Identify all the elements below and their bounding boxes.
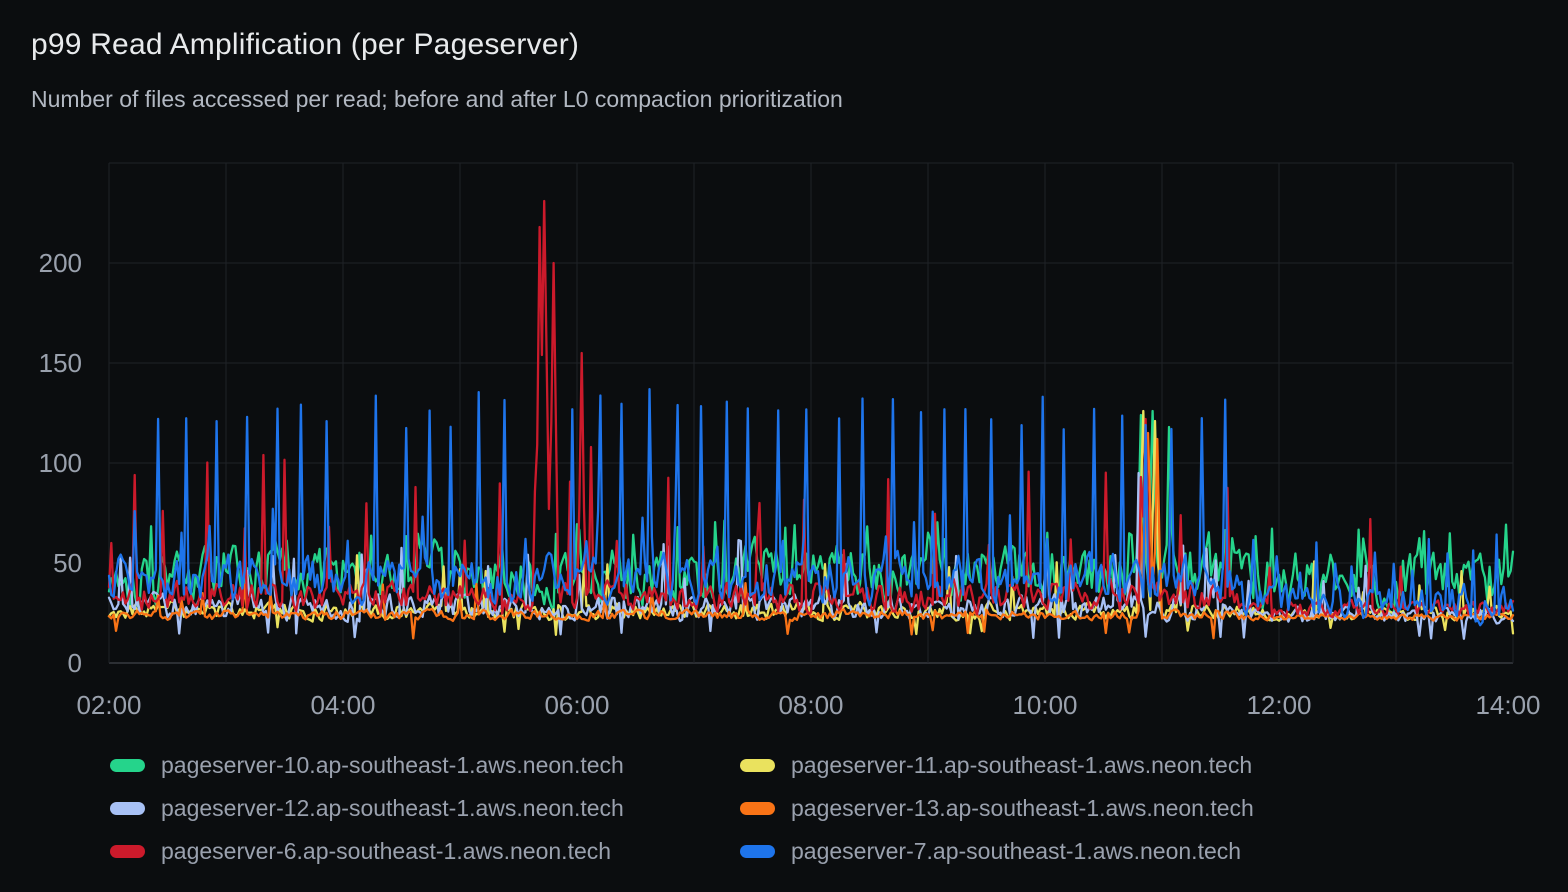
grid-lines	[108, 162, 1514, 664]
legend-swatch-pageserver-12	[110, 801, 145, 815]
chart-legend: pageserver-10.ap-southeast-1.aws.neon.te…	[110, 752, 1254, 864]
x-tick-label-1000: 10:00	[1012, 690, 1078, 720]
x-tick-label-1200: 12:00	[1246, 690, 1312, 720]
x-tick-label-1400: 14:00	[1475, 690, 1541, 720]
x-tick-label-0800: 08:00	[778, 690, 844, 720]
legend-swatch-pageserver-11	[740, 758, 775, 772]
legend-item-pageserver-13[interactable]: pageserver-13.ap-southeast-1.aws.neon.te…	[740, 795, 1254, 821]
x-tick-label-0200: 02:00	[76, 690, 142, 720]
y-tick-label-50: 50	[53, 548, 82, 578]
y-tick-label-0: 0	[67, 648, 82, 678]
legend-label: pageserver-10.ap-southeast-1.aws.neon.te…	[161, 752, 624, 778]
legend-swatch-pageserver-10	[110, 758, 145, 772]
legend-label: pageserver-6.ap-southeast-1.aws.neon.tec…	[161, 838, 612, 864]
legend-label: pageserver-12.ap-southeast-1.aws.neon.te…	[161, 795, 624, 821]
legend-item-pageserver-12[interactable]: pageserver-12.ap-southeast-1.aws.neon.te…	[110, 795, 740, 821]
series-line-4	[107, 199, 1515, 619]
y-tick-label-200: 200	[38, 248, 82, 278]
panel-subtitle: Number of files accessed per read; befor…	[31, 86, 843, 112]
legend-item-pageserver-7[interactable]: pageserver-7.ap-southeast-1.aws.neon.tec…	[740, 838, 1254, 864]
y-tick-label-100: 100	[38, 448, 82, 478]
legend-label: pageserver-13.ap-southeast-1.aws.neon.te…	[791, 795, 1254, 821]
legend-swatch-pageserver-13	[740, 801, 775, 815]
series-line-3	[107, 431, 1515, 640]
legend-item-pageserver-6[interactable]: pageserver-6.ap-southeast-1.aws.neon.tec…	[110, 838, 740, 864]
panel-title: p99 Read Amplification (per Pageserver)	[31, 28, 580, 61]
legend-item-pageserver-10[interactable]: pageserver-10.ap-southeast-1.aws.neon.te…	[110, 752, 740, 778]
legend-swatch-pageserver-7	[740, 844, 775, 858]
legend-label: pageserver-7.ap-southeast-1.aws.neon.tec…	[791, 838, 1242, 864]
x-tick-label-0600: 06:00	[544, 690, 610, 720]
legend-label: pageserver-11.ap-southeast-1.aws.neon.te…	[791, 752, 1253, 778]
series-lines	[107, 199, 1515, 640]
x-tick-label-0400: 04:00	[310, 690, 376, 720]
series-line-5	[107, 387, 1515, 627]
legend-item-pageserver-11[interactable]: pageserver-11.ap-southeast-1.aws.neon.te…	[740, 752, 1254, 778]
y-tick-label-150: 150	[38, 348, 82, 378]
legend-swatch-pageserver-6	[110, 844, 145, 858]
